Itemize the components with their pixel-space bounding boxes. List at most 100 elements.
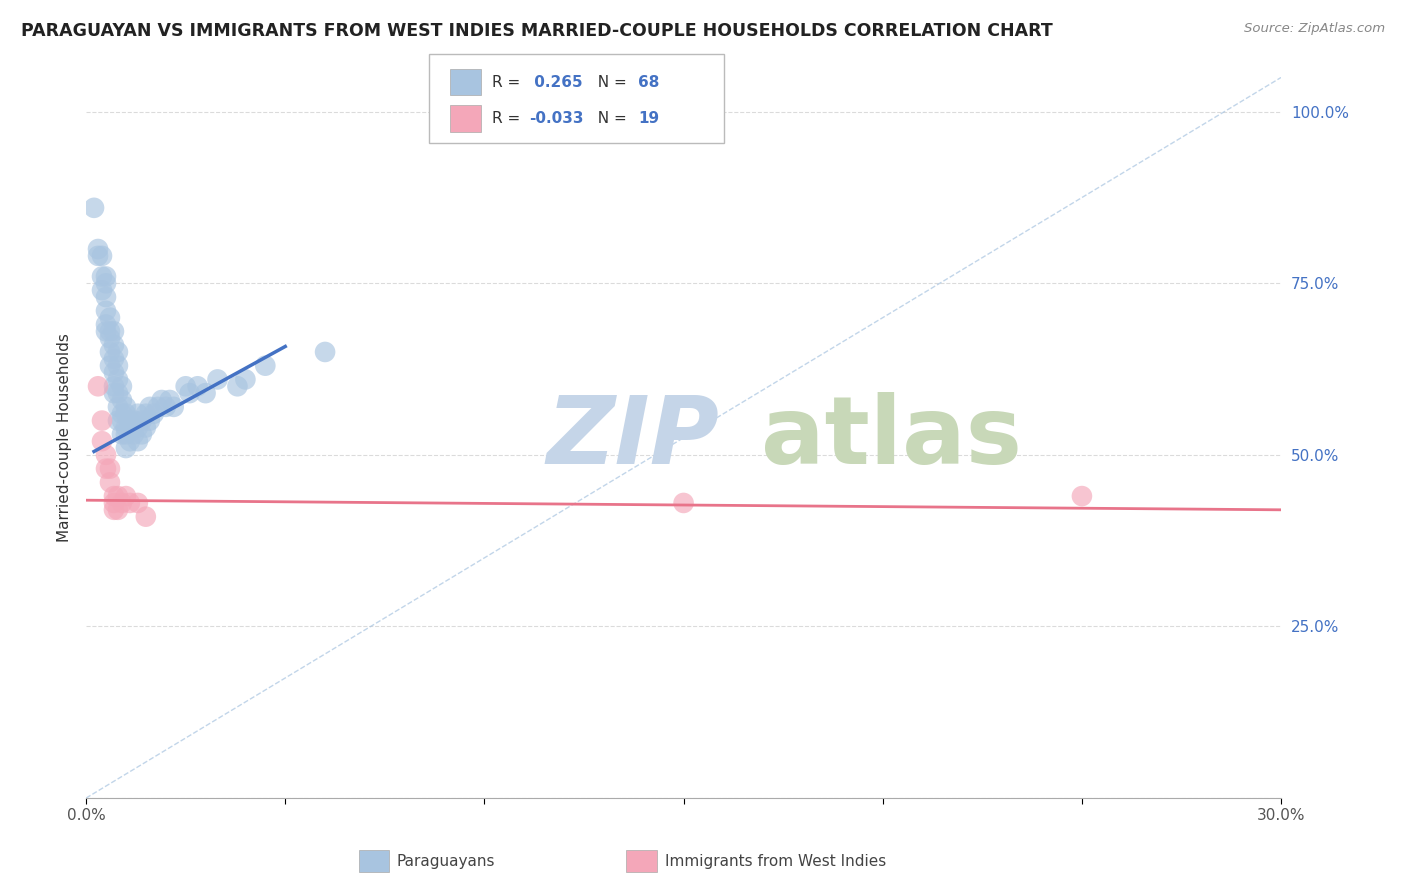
Point (103, 503, 125, 517)
Point (118, 414, 141, 428)
Point (87, 242, 110, 256)
Point (107, 414, 129, 428)
Point (135, 420, 157, 434)
Point (111, 496, 134, 510)
Point (107, 372, 129, 386)
Point (103, 324, 125, 338)
Point (103, 386, 125, 401)
Point (122, 414, 145, 428)
Text: ZIP: ZIP (546, 392, 718, 483)
Point (146, 400, 169, 414)
Point (111, 407, 134, 421)
Point (127, 407, 149, 421)
Point (91, 249, 114, 263)
Point (94, 461, 117, 475)
Text: atlas: atlas (761, 392, 1022, 483)
Text: R =: R = (492, 75, 526, 89)
Point (94, 290, 117, 304)
Point (91, 269, 114, 284)
Point (159, 392, 181, 407)
Point (107, 386, 129, 401)
Y-axis label: Married-couple Households: Married-couple Households (58, 334, 72, 542)
Point (107, 400, 129, 414)
Text: N =: N = (588, 75, 631, 89)
Point (98, 324, 121, 338)
Point (83, 201, 105, 215)
Point (94, 324, 117, 338)
Text: -0.033: -0.033 (529, 111, 583, 126)
Point (103, 496, 125, 510)
Point (91, 283, 114, 297)
Point (127, 420, 149, 434)
Point (115, 489, 138, 503)
Point (672, 496, 695, 510)
Text: R =: R = (492, 111, 526, 126)
Point (111, 379, 134, 393)
Point (98, 331, 121, 345)
Point (98, 345, 121, 359)
Point (115, 441, 138, 455)
Text: Paraguayans: Paraguayans (396, 854, 495, 869)
Text: Source: ZipAtlas.com: Source: ZipAtlas.com (1244, 22, 1385, 36)
Point (87, 249, 110, 263)
Point (115, 407, 138, 421)
Point (131, 414, 153, 428)
Point (94, 318, 117, 332)
Point (107, 503, 129, 517)
Point (122, 427, 145, 442)
Point (314, 345, 336, 359)
Point (87, 379, 110, 393)
Point (187, 379, 209, 393)
Point (163, 400, 186, 414)
Point (107, 345, 129, 359)
Text: N =: N = (588, 111, 631, 126)
Point (94, 269, 117, 284)
Point (98, 461, 121, 475)
Point (103, 351, 125, 366)
Point (1071, 489, 1094, 503)
Point (118, 496, 141, 510)
Point (127, 496, 149, 510)
Point (194, 386, 217, 401)
Point (115, 427, 138, 442)
Point (207, 372, 229, 386)
Point (111, 414, 134, 428)
Point (94, 277, 117, 291)
Point (98, 310, 121, 325)
Point (98, 475, 121, 490)
Point (179, 386, 201, 401)
Text: Immigrants from West Indies: Immigrants from West Indies (665, 854, 886, 869)
Point (91, 414, 114, 428)
Point (98, 359, 121, 373)
Point (135, 509, 157, 524)
Point (91, 434, 114, 449)
Point (135, 407, 157, 421)
Text: 0.265: 0.265 (529, 75, 582, 89)
Point (107, 359, 129, 373)
Point (127, 434, 149, 449)
Point (226, 379, 249, 393)
Point (94, 303, 117, 318)
Text: 68: 68 (638, 75, 659, 89)
Point (115, 420, 138, 434)
Point (235, 372, 257, 386)
Point (155, 400, 177, 414)
Point (139, 400, 162, 414)
Point (131, 427, 153, 442)
Point (107, 489, 129, 503)
Point (118, 434, 141, 449)
Text: 19: 19 (638, 111, 659, 126)
Point (111, 427, 134, 442)
Point (94, 448, 117, 462)
Point (118, 420, 141, 434)
Text: PARAGUAYAN VS IMMIGRANTS FROM WEST INDIES MARRIED-COUPLE HOUSEHOLDS CORRELATION : PARAGUAYAN VS IMMIGRANTS FROM WEST INDIE… (21, 22, 1053, 40)
Point (142, 407, 165, 421)
Point (174, 379, 197, 393)
Point (254, 359, 277, 373)
Point (139, 414, 162, 428)
Point (103, 379, 125, 393)
Point (103, 489, 125, 503)
Point (103, 338, 125, 352)
Point (150, 392, 173, 407)
Point (103, 366, 125, 380)
